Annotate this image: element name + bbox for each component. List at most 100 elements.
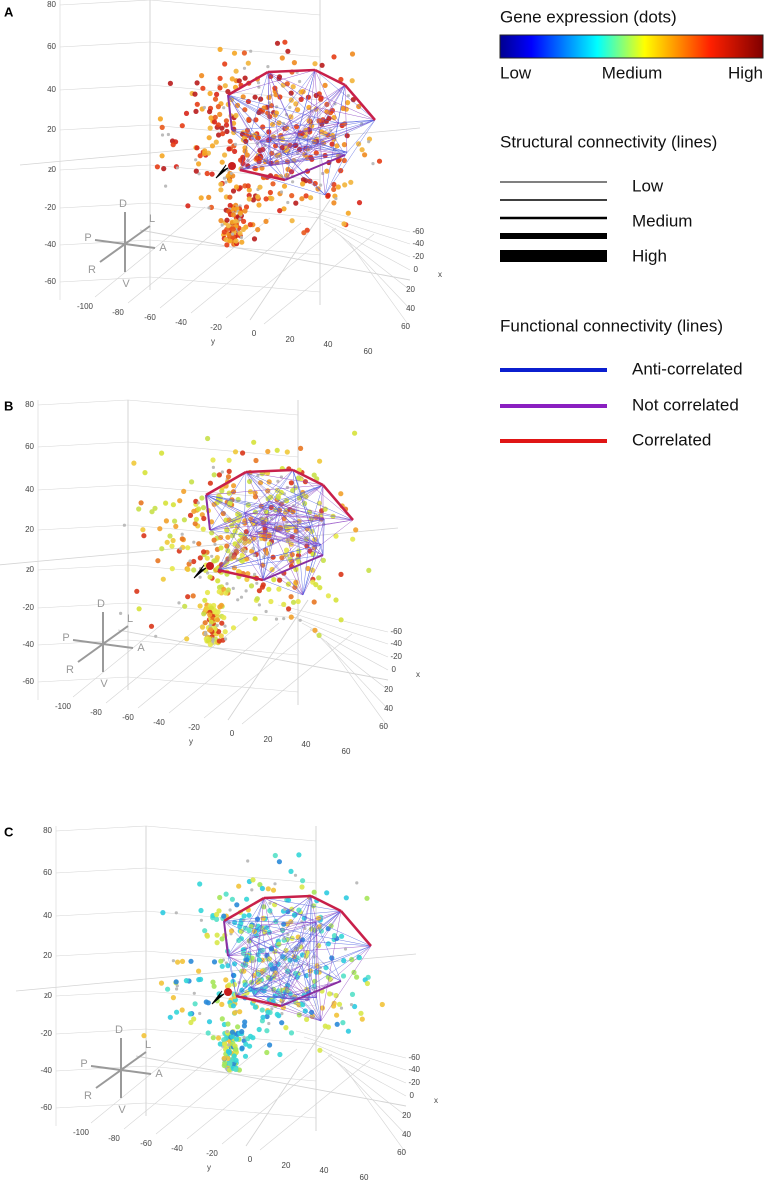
- dot: [149, 624, 154, 629]
- tick-label: -20: [408, 1078, 420, 1087]
- tick-label: -20: [188, 723, 200, 732]
- dot: [339, 934, 344, 939]
- tick-label: -80: [108, 1134, 120, 1143]
- dot: [275, 1012, 280, 1017]
- dot: [255, 194, 260, 199]
- tick-label: 0: [414, 265, 419, 274]
- panel: 806040200-20-40-60-100-80-60-40-20020406…: [16, 826, 438, 1182]
- dot: [248, 1034, 253, 1039]
- dot: [203, 633, 206, 636]
- dot: [154, 635, 157, 638]
- tick-label: 60: [401, 322, 410, 331]
- edge: [323, 485, 353, 520]
- dot: [188, 513, 193, 518]
- dot: [267, 956, 272, 961]
- dot: [282, 184, 287, 189]
- dot: [247, 928, 252, 933]
- dot: [281, 922, 286, 927]
- dot: [222, 106, 225, 109]
- orientation-label: R: [66, 664, 74, 676]
- dot: [286, 201, 289, 204]
- dot: [338, 572, 343, 577]
- dot: [250, 888, 253, 891]
- dot: [196, 977, 201, 982]
- dot: [161, 166, 166, 171]
- tick-label: 0: [392, 665, 397, 674]
- dot: [350, 51, 355, 56]
- dot: [218, 187, 223, 192]
- dot: [246, 183, 251, 188]
- dot: [285, 449, 290, 454]
- dot: [265, 610, 268, 613]
- dot: [331, 200, 336, 205]
- dot: [350, 1003, 353, 1006]
- dot: [180, 959, 185, 964]
- dot: [185, 567, 190, 572]
- dot: [377, 159, 382, 164]
- grid-line: [60, 203, 150, 208]
- tick-label: x: [434, 1096, 438, 1105]
- orientation-label: P: [80, 1058, 87, 1070]
- dot: [265, 1010, 270, 1015]
- dot: [350, 992, 355, 997]
- dot: [218, 182, 223, 187]
- dot: [288, 106, 291, 109]
- orientation-label: D: [119, 198, 127, 210]
- dot: [214, 917, 219, 922]
- dot: [273, 882, 276, 885]
- dot: [236, 884, 241, 889]
- grid-line: [308, 211, 410, 244]
- dot: [194, 169, 199, 174]
- dot: [331, 54, 336, 59]
- dot: [291, 180, 294, 183]
- dot: [225, 535, 230, 540]
- dot: [289, 480, 294, 485]
- dot: [312, 628, 317, 633]
- dot: [356, 955, 361, 960]
- dot: [230, 897, 235, 902]
- dot: [246, 859, 249, 862]
- dot: [336, 184, 341, 189]
- dot: [256, 972, 261, 977]
- dot: [216, 104, 221, 109]
- dot: [364, 896, 369, 901]
- dot: [134, 589, 139, 594]
- dot: [296, 852, 301, 857]
- grid-line: [286, 611, 388, 644]
- dot: [198, 555, 203, 560]
- dot: [299, 884, 304, 889]
- dot: [191, 567, 196, 572]
- dot: [301, 230, 306, 235]
- dot: [243, 1036, 246, 1039]
- grid-line: [310, 629, 388, 690]
- dot: [371, 162, 374, 165]
- dot: [193, 109, 198, 114]
- dot: [224, 637, 227, 640]
- dot: [233, 541, 238, 546]
- grid-line: [294, 617, 388, 657]
- grid-line: [328, 1055, 406, 1116]
- dot: [222, 152, 227, 157]
- dot: [194, 145, 199, 150]
- dot: [208, 91, 213, 96]
- dot: [184, 636, 189, 641]
- tick-label: 40: [402, 1130, 411, 1139]
- grid-line: [150, 0, 320, 15]
- dot: [213, 543, 216, 546]
- dot: [158, 116, 163, 121]
- tick-label: -100: [77, 302, 94, 311]
- dot: [264, 1028, 269, 1033]
- dot: [226, 474, 231, 479]
- dot: [271, 888, 276, 893]
- dot: [237, 231, 242, 236]
- dot: [206, 571, 209, 574]
- dot: [240, 1046, 245, 1051]
- dot: [242, 50, 247, 55]
- dot: [320, 63, 325, 68]
- dot: [216, 624, 219, 627]
- edge: [224, 921, 321, 1021]
- dot: [324, 890, 329, 895]
- edge: [228, 72, 268, 95]
- orientation-label: V: [122, 278, 130, 290]
